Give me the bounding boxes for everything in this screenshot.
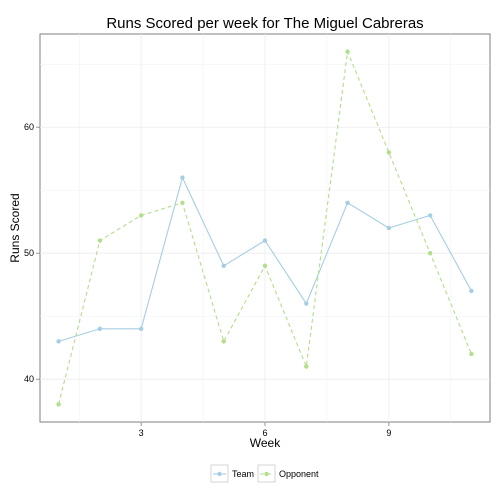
x-tick-label: 3 bbox=[139, 428, 144, 438]
chart-title: Runs Scored per week for The Miguel Cabr… bbox=[106, 15, 423, 32]
data-point-team bbox=[262, 238, 268, 243]
y-tick-label: 40 bbox=[24, 374, 34, 384]
data-point-team bbox=[221, 263, 226, 268]
data-point-opponent bbox=[386, 150, 392, 155]
data-point-opponent bbox=[304, 364, 309, 369]
data-point-team bbox=[345, 200, 350, 206]
data-point-opponent bbox=[469, 351, 474, 357]
y-axis-title: Runs Scored bbox=[8, 193, 22, 262]
y-tick-label: 50 bbox=[24, 248, 34, 258]
x-axis-title: Week bbox=[250, 436, 281, 450]
data-point-team bbox=[138, 326, 144, 331]
legend-label: Opponent bbox=[279, 469, 319, 479]
legend: Team Opponent bbox=[210, 464, 319, 483]
data-point-opponent bbox=[221, 339, 226, 344]
data-point-opponent bbox=[138, 213, 144, 218]
legend-key-point bbox=[217, 471, 222, 477]
data-point-team bbox=[97, 326, 103, 331]
data-point-team bbox=[304, 301, 309, 306]
grid-lines bbox=[40, 34, 490, 422]
y-tick-label: 60 bbox=[24, 122, 34, 132]
data-point-team bbox=[386, 225, 392, 231]
data-point-opponent bbox=[345, 49, 350, 54]
data-point-opponent bbox=[97, 238, 103, 243]
x-axis: 3 6 9 bbox=[139, 422, 391, 438]
legend-label: Team bbox=[232, 469, 254, 479]
data-point-team bbox=[56, 339, 61, 344]
data-point-opponent bbox=[262, 263, 268, 268]
data-point-team bbox=[469, 288, 474, 294]
data-point-team bbox=[180, 175, 185, 180]
y-axis: 40 50 60 bbox=[24, 122, 40, 384]
x-tick-label: 9 bbox=[386, 428, 391, 438]
legend-key-point bbox=[264, 471, 269, 477]
legend-item-opponent: Opponent bbox=[257, 464, 319, 483]
data-point-opponent bbox=[56, 402, 61, 407]
series-layer bbox=[56, 49, 474, 407]
data-point-opponent bbox=[180, 200, 185, 206]
data-point-team bbox=[427, 213, 433, 218]
data-point-opponent bbox=[427, 250, 433, 256]
x-tick-label: 6 bbox=[262, 428, 267, 438]
legend-item-team: Team bbox=[210, 464, 254, 483]
